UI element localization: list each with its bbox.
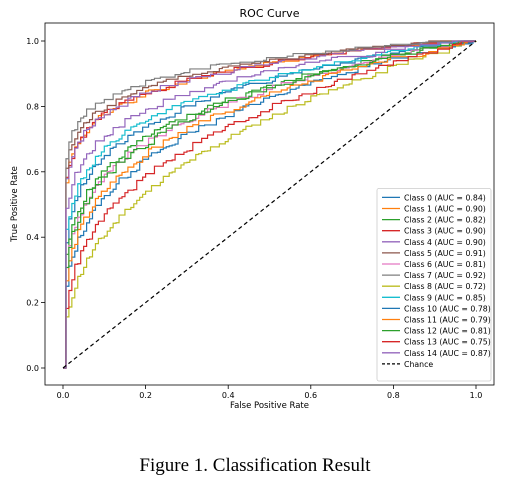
legend-label: Class 2 (AUC = 0.82) bbox=[404, 216, 486, 225]
roc-curve-class-11 bbox=[63, 40, 476, 369]
roc-chart: ROC Curve 0.0 0.2 0.4 0.6 0.8 1.0 0.0 0.2 0.4 0.6 0… bbox=[10, 7, 495, 411]
y-tick-label: 0.2 bbox=[26, 299, 39, 308]
y-axis-label: True Positive Rate bbox=[10, 166, 20, 243]
x-tick-label: 0.6 bbox=[304, 391, 317, 400]
roc-curve-class-7 bbox=[63, 40, 476, 369]
legend-label: Class 12 (AUC = 0.81) bbox=[404, 327, 491, 336]
chance-line bbox=[62, 40, 477, 369]
legend-label: Class 8 (AUC = 0.72) bbox=[404, 282, 486, 291]
y-tick-label: 0.0 bbox=[26, 364, 39, 373]
legend-label: Class 10 (AUC = 0.78) bbox=[404, 304, 491, 313]
plot-frame bbox=[44, 22, 495, 386]
legend-label: Class 11 (AUC = 0.79) bbox=[404, 316, 491, 325]
y-tick-label: 0.4 bbox=[26, 233, 39, 242]
legend-label: Class 14 (AUC = 0.87) bbox=[404, 349, 491, 358]
roc-curve-class-9 bbox=[63, 40, 476, 369]
x-tick-label: 0.0 bbox=[57, 391, 70, 400]
legend-label: Class 3 (AUC = 0.90) bbox=[404, 227, 486, 236]
roc-curve-class-13 bbox=[63, 40, 476, 369]
roc-curve-class-4 bbox=[63, 40, 476, 369]
legend-label: Class 4 (AUC = 0.90) bbox=[404, 238, 486, 247]
roc-curve-class-14 bbox=[63, 40, 476, 369]
x-tick-label: 0.2 bbox=[139, 391, 152, 400]
figure-caption: Figure 1. Classification Result bbox=[139, 455, 371, 476]
legend-label: Class 7 (AUC = 0.92) bbox=[404, 271, 486, 280]
y-tick-label: 1.0 bbox=[26, 37, 39, 46]
legend-label: Class 6 (AUC = 0.81) bbox=[404, 260, 486, 269]
legend-box bbox=[376, 187, 492, 382]
y-tick-label: 0.6 bbox=[26, 168, 39, 177]
chart-title: ROC Curve bbox=[240, 7, 300, 20]
roc-curve-class-10 bbox=[63, 40, 476, 369]
roc-curve-class-12 bbox=[63, 40, 476, 369]
legend-label: Class 5 (AUC = 0.91) bbox=[404, 249, 486, 258]
x-axis-label: False Positive Rate bbox=[230, 401, 309, 411]
legend-label: Class 9 (AUC = 0.85) bbox=[404, 293, 486, 302]
legend-label: Class 0 (AUC = 0.84) bbox=[404, 193, 486, 202]
roc-chart-svg: ROC Curve 0.0 0.2 0.4 0.6 0.8 1.0 0.0 0.2 0.4 0.6 0… bbox=[10, 7, 495, 411]
y-tick-label: 0.8 bbox=[26, 102, 39, 111]
roc-curve-class-0 bbox=[63, 40, 476, 369]
roc-curve-class-8 bbox=[63, 40, 477, 369]
legend-label: Chance bbox=[404, 360, 433, 369]
x-tick-label: 0.4 bbox=[222, 391, 235, 400]
x-tick-label: 0.8 bbox=[387, 391, 400, 400]
legend-label: Class 13 (AUC = 0.75) bbox=[404, 338, 491, 347]
x-tick-label: 1.0 bbox=[470, 391, 483, 400]
legend-label: Class 1 (AUC = 0.90) bbox=[404, 205, 486, 214]
